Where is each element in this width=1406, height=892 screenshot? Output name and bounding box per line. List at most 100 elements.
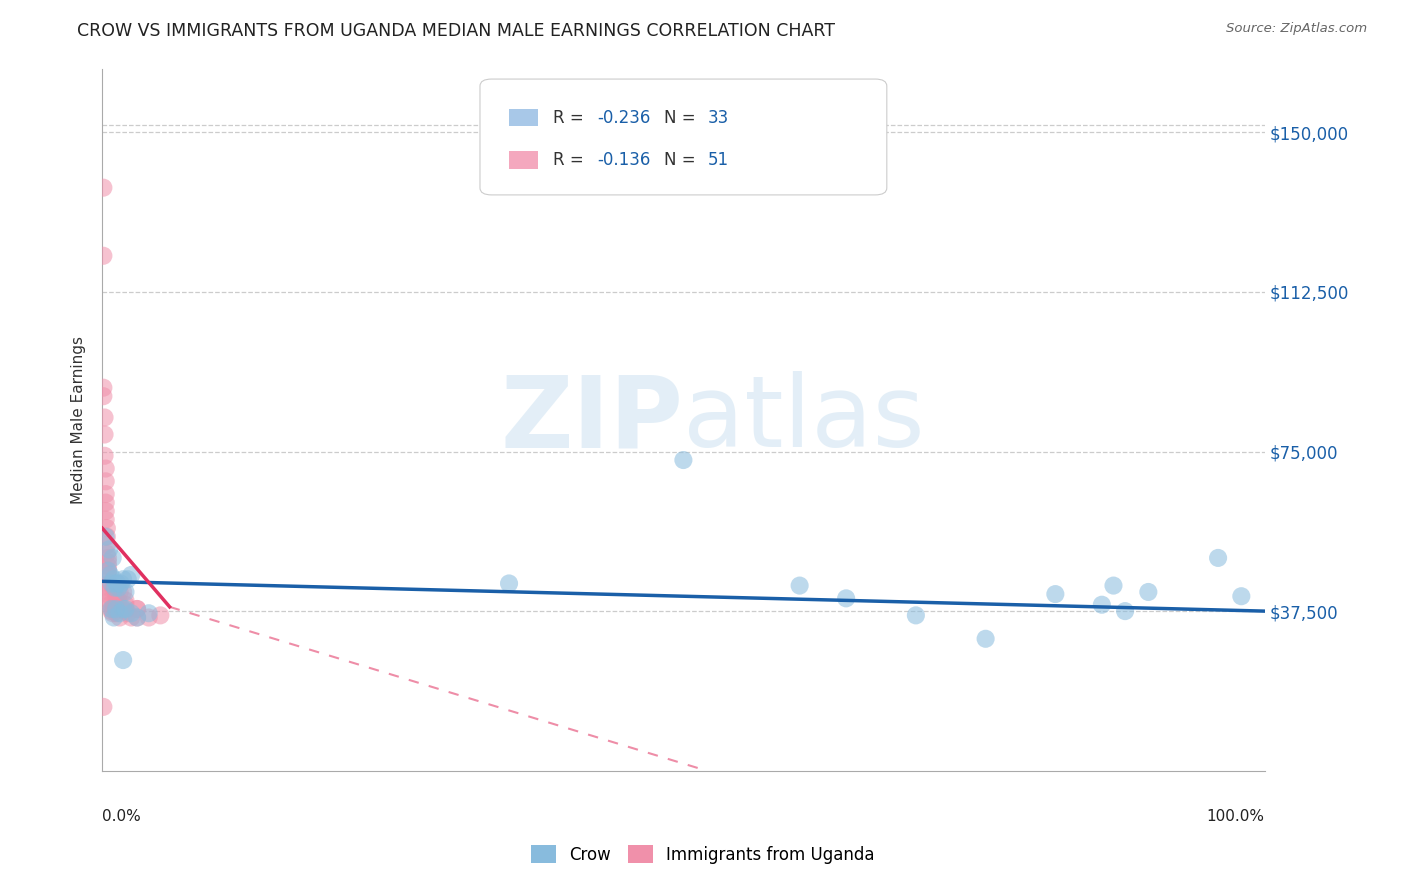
Point bbox=[98, 542, 121, 557]
Point bbox=[96, 521, 118, 535]
Point bbox=[120, 610, 142, 624]
Point bbox=[94, 487, 117, 501]
Text: ZIP: ZIP bbox=[501, 371, 683, 468]
Point bbox=[974, 632, 997, 646]
Point bbox=[93, 410, 115, 425]
Point bbox=[97, 564, 120, 578]
Point bbox=[107, 581, 129, 595]
Point bbox=[835, 591, 858, 606]
Point bbox=[93, 699, 115, 714]
Point bbox=[93, 449, 115, 463]
Point bbox=[97, 564, 120, 578]
Point bbox=[1045, 587, 1067, 601]
Point bbox=[114, 604, 136, 618]
Point bbox=[98, 581, 121, 595]
Point bbox=[114, 598, 136, 612]
Point bbox=[98, 568, 121, 582]
Point bbox=[103, 581, 125, 595]
Point bbox=[97, 559, 120, 574]
Point bbox=[114, 585, 136, 599]
Point bbox=[149, 608, 172, 623]
Point bbox=[904, 608, 927, 623]
Text: N =: N = bbox=[664, 109, 700, 127]
Point bbox=[105, 576, 128, 591]
Point bbox=[94, 475, 117, 489]
Point bbox=[138, 606, 160, 620]
Point bbox=[125, 602, 148, 616]
Point bbox=[101, 550, 124, 565]
Point bbox=[98, 585, 121, 599]
Point bbox=[103, 581, 125, 595]
Point bbox=[105, 602, 128, 616]
Point bbox=[108, 606, 131, 620]
Point bbox=[96, 538, 118, 552]
Point bbox=[103, 610, 125, 624]
Point bbox=[120, 568, 142, 582]
Point bbox=[93, 427, 115, 442]
Point bbox=[125, 602, 148, 616]
Point bbox=[105, 576, 128, 591]
Point bbox=[100, 576, 122, 591]
Text: N =: N = bbox=[664, 151, 700, 169]
Point bbox=[97, 568, 120, 582]
Point bbox=[94, 495, 117, 509]
Point bbox=[107, 593, 129, 607]
Point bbox=[93, 389, 115, 403]
Point bbox=[1206, 550, 1229, 565]
Point bbox=[94, 530, 117, 544]
Text: R =: R = bbox=[553, 151, 589, 169]
Point bbox=[94, 504, 117, 518]
Point bbox=[110, 576, 132, 591]
Point bbox=[105, 606, 128, 620]
Point bbox=[789, 578, 811, 592]
Point bbox=[103, 602, 125, 616]
Point bbox=[1091, 598, 1114, 612]
Point bbox=[96, 547, 118, 561]
Point bbox=[103, 572, 125, 586]
Point bbox=[105, 589, 128, 603]
Point bbox=[672, 453, 695, 467]
Point bbox=[498, 576, 520, 591]
Point bbox=[114, 593, 136, 607]
Point bbox=[112, 572, 135, 586]
Text: atlas: atlas bbox=[683, 371, 925, 468]
Point bbox=[1114, 604, 1136, 618]
Text: -0.136: -0.136 bbox=[598, 151, 651, 169]
Text: 51: 51 bbox=[707, 151, 728, 169]
Point bbox=[112, 653, 135, 667]
Point bbox=[97, 550, 120, 565]
Point bbox=[125, 610, 148, 624]
Point bbox=[101, 606, 124, 620]
Point bbox=[1102, 578, 1125, 592]
Text: 0.0%: 0.0% bbox=[103, 809, 141, 824]
Point bbox=[98, 576, 121, 591]
Point bbox=[117, 572, 139, 586]
Point bbox=[108, 610, 131, 624]
Text: CROW VS IMMIGRANTS FROM UGANDA MEDIAN MALE EARNINGS CORRELATION CHART: CROW VS IMMIGRANTS FROM UGANDA MEDIAN MA… bbox=[77, 22, 835, 40]
Point bbox=[104, 581, 127, 595]
Point bbox=[96, 530, 118, 544]
Text: 100.0%: 100.0% bbox=[1206, 809, 1264, 824]
Point bbox=[93, 180, 115, 194]
Point bbox=[94, 461, 117, 475]
Text: -0.236: -0.236 bbox=[598, 109, 651, 127]
Text: R =: R = bbox=[553, 109, 589, 127]
Point bbox=[125, 610, 148, 624]
Point bbox=[117, 606, 139, 620]
Point bbox=[120, 606, 142, 620]
Point bbox=[94, 513, 117, 527]
Legend: Crow, Immigrants from Uganda: Crow, Immigrants from Uganda bbox=[524, 838, 882, 871]
Point bbox=[1137, 585, 1160, 599]
Text: Source: ZipAtlas.com: Source: ZipAtlas.com bbox=[1226, 22, 1367, 36]
Point bbox=[100, 602, 122, 616]
Y-axis label: Median Male Earnings: Median Male Earnings bbox=[72, 335, 86, 504]
Point bbox=[112, 602, 135, 616]
Point bbox=[93, 381, 115, 395]
Point bbox=[93, 249, 115, 263]
Point bbox=[97, 555, 120, 569]
Point bbox=[98, 589, 121, 603]
FancyBboxPatch shape bbox=[479, 79, 887, 195]
Point bbox=[108, 585, 131, 599]
Point bbox=[112, 585, 135, 599]
Text: 33: 33 bbox=[707, 109, 730, 127]
